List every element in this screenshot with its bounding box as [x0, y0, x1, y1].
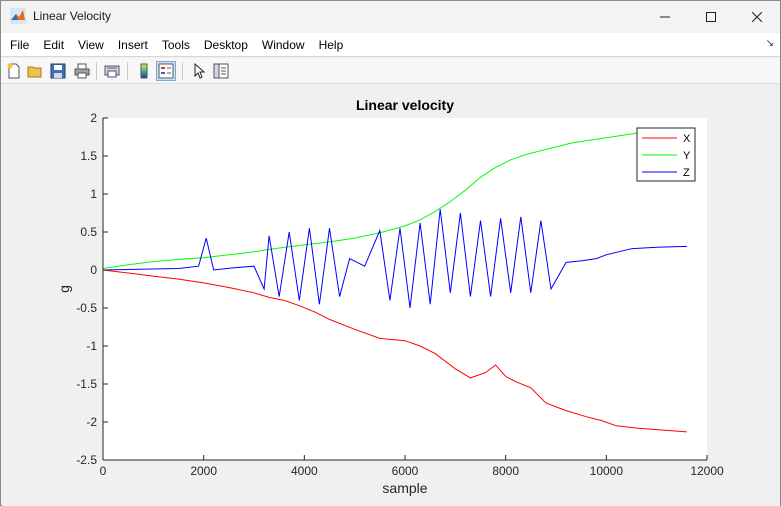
new-file-icon — [7, 63, 20, 79]
y-axis-label: g — [56, 285, 72, 293]
chart-title: Linear velocity — [356, 97, 454, 113]
y-tick-label: 0.5 — [80, 225, 97, 239]
colorbar-icon — [140, 63, 148, 79]
menu-insert[interactable]: Insert — [117, 37, 148, 52]
folder-open-icon — [27, 66, 42, 78]
print-preview-button[interactable] — [102, 61, 122, 81]
y-tick-label: -1.5 — [76, 377, 97, 391]
y-tick-label: -2.5 — [76, 453, 97, 467]
maximize-button[interactable] — [688, 1, 734, 32]
menu-edit[interactable]: Edit — [43, 37, 65, 52]
series-line-z — [102, 209, 687, 309]
series-line-y — [102, 132, 637, 269]
save-button[interactable] — [48, 61, 68, 81]
toolbar-separator — [127, 62, 128, 80]
title-bar: Linear Velocity — [1, 1, 780, 32]
edit-plot-button[interactable] — [189, 61, 209, 81]
x-tick-label: 6000 — [392, 464, 419, 478]
series-line-x — [102, 269, 687, 433]
x-tick-label: 12000 — [690, 464, 724, 478]
figure-toolbar — [1, 58, 780, 84]
printer-icon — [74, 63, 90, 79]
toolbar-separator — [96, 62, 97, 80]
save-icon — [50, 63, 66, 79]
toolbar-separator — [182, 62, 183, 80]
legend-label-y: Y — [683, 150, 691, 162]
menu-desktop[interactable]: Desktop — [203, 37, 248, 52]
arrow-cursor-icon — [194, 63, 206, 79]
legend-label-x: X — [683, 133, 691, 145]
legend-icon — [158, 63, 174, 79]
insert-colorbar-button[interactable] — [134, 61, 154, 81]
minimize-button[interactable] — [642, 1, 688, 32]
line-chart[interactable]: 0 2000 4000 6000 8000 10000 12000 -2.5 -2 -1.5 -1 -… — [2, 85, 780, 506]
matlab-icon — [10, 8, 26, 24]
y-tick-label: -2 — [86, 415, 97, 429]
menu-file[interactable]: File — [10, 37, 30, 52]
close-icon — [752, 11, 762, 22]
legend-label-z: Z — [683, 167, 690, 179]
x-tick-label: 4000 — [291, 464, 318, 478]
x-axis-label: sample — [382, 480, 427, 496]
y-tick-label: -1 — [86, 339, 97, 353]
window-title: Linear Velocity — [33, 9, 112, 23]
print-button[interactable] — [72, 61, 92, 81]
x-tick-label: 8000 — [492, 464, 519, 478]
property-inspector-icon — [213, 63, 229, 79]
plot-area — [103, 118, 707, 460]
open-file-button[interactable] — [25, 61, 45, 81]
y-tick-label: 1 — [90, 187, 97, 201]
maximize-icon — [706, 11, 716, 22]
minimize-icon — [660, 16, 670, 17]
menu-bar: File Edit View Insert Tools Desktop Wind… — [1, 33, 780, 57]
menu-tools[interactable]: Tools — [161, 37, 190, 52]
print-preview-icon — [104, 65, 120, 78]
property-inspector-button[interactable] — [211, 61, 231, 81]
close-button[interactable] — [734, 1, 780, 32]
menu-window[interactable]: Window — [261, 37, 305, 52]
new-figure-button[interactable] — [4, 61, 24, 81]
insert-legend-button[interactable] — [156, 61, 176, 81]
x-tick-label: 0 — [100, 464, 107, 478]
x-tick-label: 10000 — [590, 464, 624, 478]
y-tick-label: 1.5 — [80, 149, 97, 163]
menu-help[interactable]: Help — [318, 37, 344, 52]
x-tick-label: 2000 — [190, 464, 217, 478]
y-tick-label: 2 — [90, 111, 97, 125]
menu-view[interactable]: View — [78, 37, 104, 52]
y-tick-label: -0.5 — [76, 301, 97, 315]
y-tick-label: 0 — [90, 263, 97, 277]
figure-canvas: 0 2000 4000 6000 8000 10000 12000 -2.5 -2 -1.5 -1 -… — [2, 85, 780, 506]
menu-overflow-icon[interactable]: ↘ — [765, 38, 774, 49]
